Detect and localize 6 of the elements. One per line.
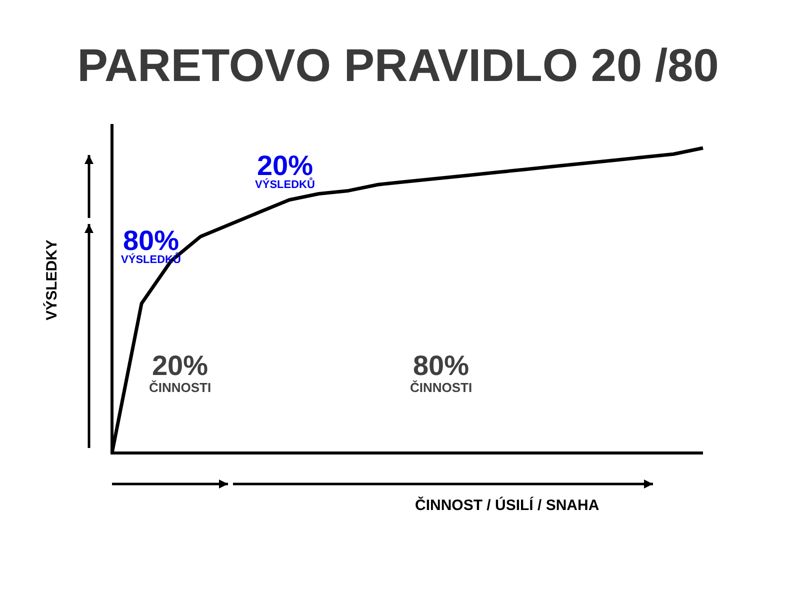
chart-title: PARETOVO PRAVIDLO 20 /80 bbox=[76, 38, 720, 92]
y-axis-title: VÝSLEDKY bbox=[44, 240, 60, 320]
annotation: 80% ČINNOSTI bbox=[410, 350, 472, 395]
annotation: 20% VÝSLEDKŮ bbox=[255, 150, 315, 191]
annotation: 20% ČINNOSTI bbox=[148, 350, 212, 395]
x-axis-title: ČINNOST / ÚSILÍ / SNAHA bbox=[415, 497, 600, 514]
